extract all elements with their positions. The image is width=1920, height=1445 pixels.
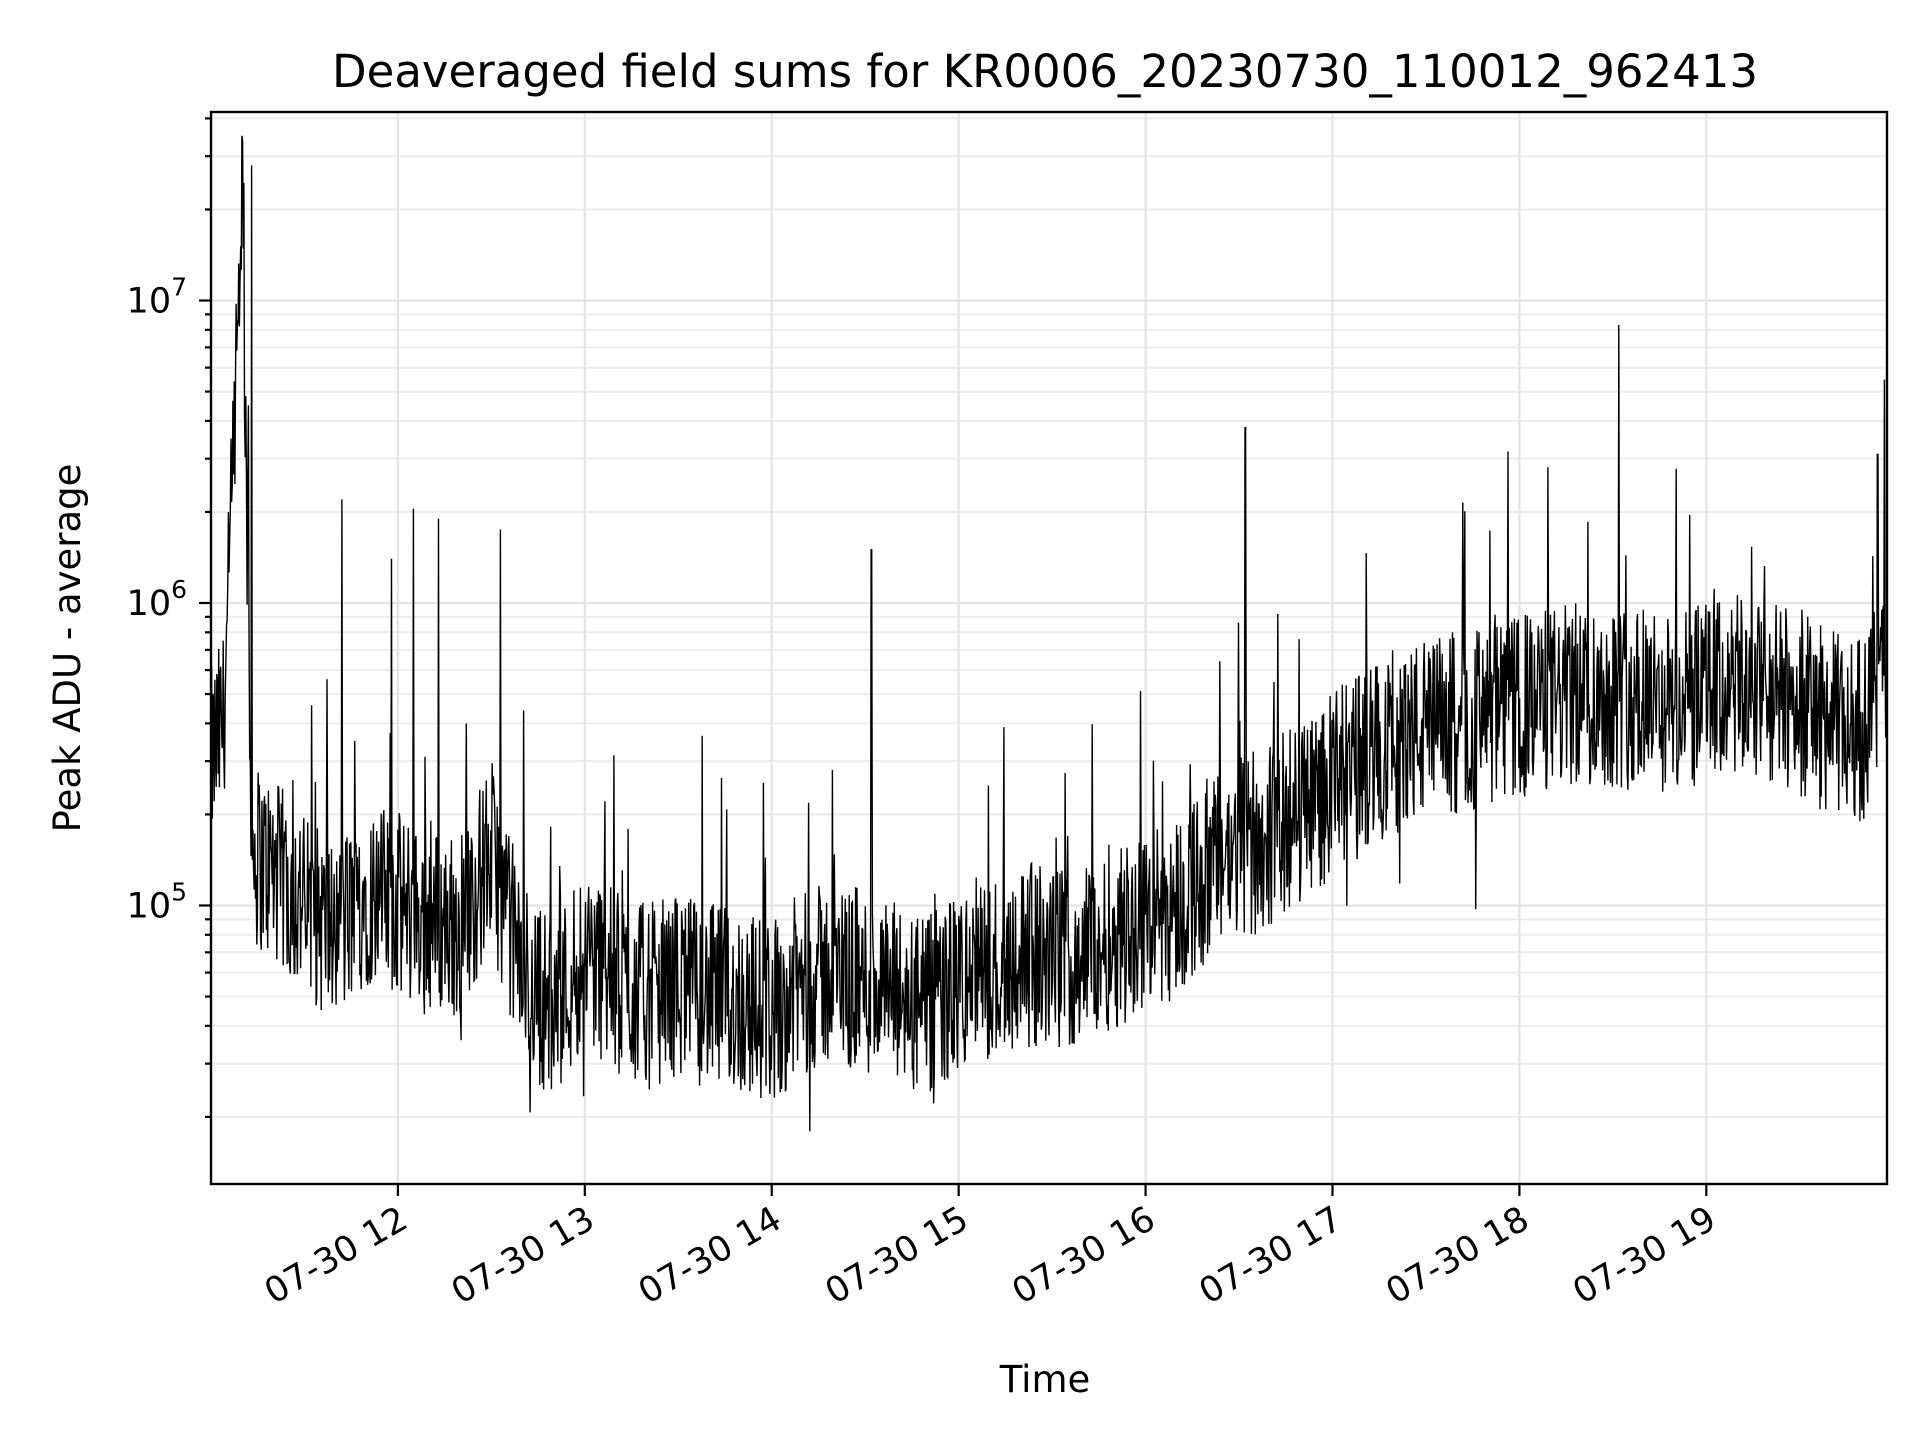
- series-layer: [210, 135, 1888, 1132]
- x-tick-label: 07-30 14: [632, 1199, 788, 1312]
- x-tick-label: 07-30 19: [1567, 1199, 1723, 1312]
- y-tick-label: 107: [127, 273, 187, 322]
- x-axis-label: Time: [999, 1358, 1091, 1401]
- y-tick-label: 106: [127, 575, 187, 624]
- y-axis-label: Peak ADU - average: [46, 464, 89, 833]
- y-axis: 105 106 107: [127, 117, 211, 1118]
- chart-title: Deaveraged field sums for KR0006_2023073…: [332, 45, 1758, 98]
- series-line: [210, 135, 1888, 1132]
- x-tick-label: 07-30 18: [1380, 1199, 1536, 1312]
- x-tick-label: 07-30 15: [819, 1199, 975, 1312]
- x-axis: 07-30 12 07-30 13 07-30 14 07-30 15 07-30 16…: [258, 1184, 1723, 1312]
- plot-frame: [209, 110, 1889, 1186]
- y-tick-label: 105: [127, 877, 187, 926]
- gridlines: [211, 112, 1887, 1184]
- x-tick-label: 07-30 12: [258, 1199, 414, 1312]
- x-tick-label: 07-30 17: [1193, 1199, 1349, 1312]
- x-tick-label: 07-30 16: [1006, 1199, 1162, 1312]
- x-tick-label: 07-30 13: [445, 1199, 601, 1312]
